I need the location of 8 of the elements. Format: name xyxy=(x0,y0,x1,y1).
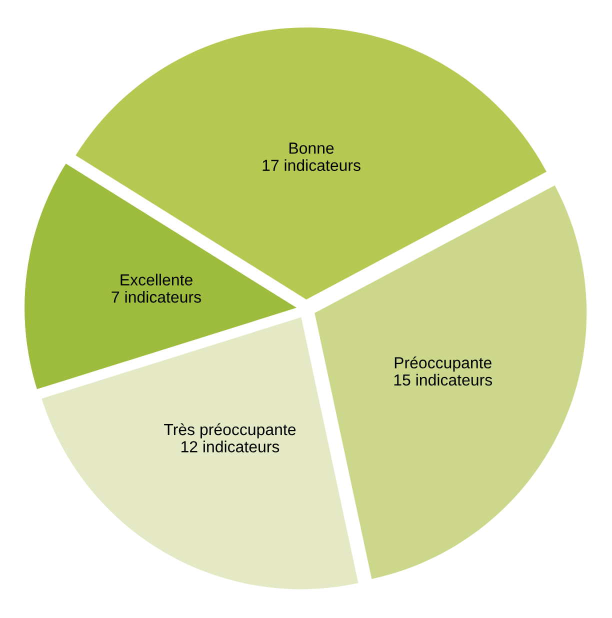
data-label: 17 indicateurs xyxy=(262,159,360,172)
data-label: 7 indicateurs xyxy=(112,290,201,303)
data-label: 15 indicateurs xyxy=(394,374,492,386)
slice-label: Excellente xyxy=(120,274,192,286)
slice-label: Préoccupante xyxy=(394,356,492,372)
slice-label: Très préoccupante xyxy=(164,423,296,438)
slice-label: Bonne xyxy=(289,142,334,154)
data-label: 12 indicateurs xyxy=(181,440,280,452)
